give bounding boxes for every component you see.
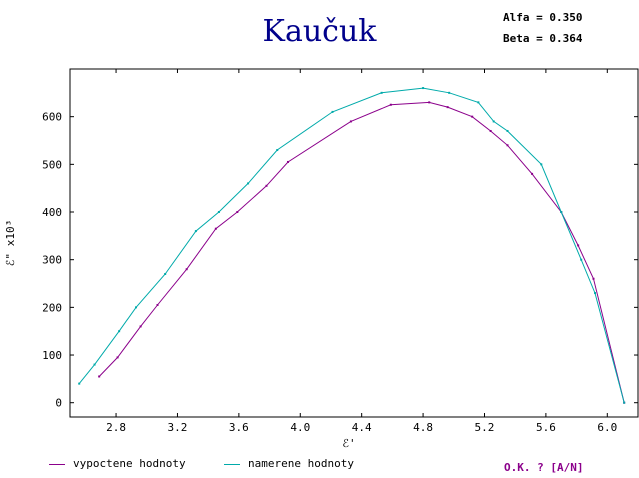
x-tick-label: 4.4 (352, 421, 372, 434)
data-point-calculated (471, 115, 474, 118)
data-point-measured (164, 272, 167, 275)
x-tick-label: 5.6 (536, 421, 556, 434)
data-point-calculated (489, 129, 492, 132)
data-point-measured (580, 258, 583, 261)
x-tick-label: 6.0 (597, 421, 617, 434)
series-line-measured (78, 87, 625, 403)
legend-label-measured: namerene hodnoty (248, 457, 354, 470)
x-tick-label: 5.2 (475, 421, 495, 434)
series-layer (78, 87, 626, 404)
x-axis-label: ℰ' (342, 437, 355, 450)
plot-frame (69, 68, 639, 418)
data-point-calculated (506, 144, 509, 147)
data-point-measured (194, 230, 197, 233)
legend-swatch-measured (224, 463, 240, 465)
data-point-measured (477, 101, 480, 104)
legend-item-calculated: vypoctene hodnoty (49, 457, 186, 470)
data-point-calculated (98, 375, 101, 378)
data-point-calculated (185, 268, 188, 271)
data-point-measured (93, 363, 96, 366)
x-tick-label: 3.2 (168, 421, 188, 434)
x-tick-label: 3.6 (229, 421, 249, 434)
data-point-measured (78, 382, 81, 385)
data-point-calculated (446, 106, 449, 109)
data-point-measured (492, 120, 495, 123)
beta-value: Beta = 0.364 (503, 32, 583, 45)
x-tick-label: 2.8 (106, 421, 126, 434)
y-axis: 0 100 200 300 400 500 600 (42, 111, 638, 410)
data-point-calculated (577, 244, 580, 247)
y-axis-label: ℰ" x10³ (4, 220, 17, 266)
legend-label-calculated: vypoctene hodnoty (73, 457, 186, 470)
data-point-measured (623, 401, 626, 404)
data-point-measured (540, 163, 543, 166)
data-point-measured (217, 211, 220, 214)
chart-title: Kaučuk (262, 14, 377, 49)
data-point-measured (506, 129, 509, 132)
y-tick-label: 300 (42, 254, 62, 267)
data-point-measured (448, 91, 451, 94)
y-tick-label: 200 (42, 301, 62, 314)
data-point-calculated (531, 172, 534, 175)
data-point-measured (422, 87, 425, 90)
confirm-prompt: O.K. ? [A/N] (504, 461, 584, 474)
data-point-calculated (139, 325, 142, 328)
data-point-calculated (592, 277, 595, 280)
data-point-measured (135, 306, 138, 309)
legend-item-measured: namerene hodnoty (224, 457, 354, 470)
data-point-calculated (389, 103, 392, 106)
y-tick-label: 100 (42, 349, 62, 362)
y-tick-label: 0 (55, 397, 62, 410)
data-point-calculated (286, 160, 289, 163)
data-point-calculated (265, 184, 268, 187)
series-line-calculated (98, 101, 625, 403)
y-tick-label: 600 (42, 111, 62, 124)
data-point-measured (380, 91, 383, 94)
data-point-calculated (349, 120, 352, 123)
legend-swatch-calculated (49, 463, 65, 465)
y-tick-label: 400 (42, 206, 62, 219)
data-point-measured (276, 149, 279, 152)
data-point-calculated (156, 303, 159, 306)
x-tick-label: 4.0 (290, 421, 310, 434)
data-point-measured (331, 110, 334, 113)
x-tick-label: 4.8 (413, 421, 433, 434)
y-tick-label: 500 (42, 158, 62, 171)
data-point-measured (247, 182, 250, 185)
data-point-measured (594, 292, 597, 295)
data-point-measured (560, 211, 563, 214)
data-point-calculated (214, 227, 217, 230)
data-point-measured (118, 330, 121, 333)
x-axis: 2.8 3.2 3.6 4.0 4.4 4.8 5.2 5.6 6.0 (106, 69, 617, 434)
data-point-calculated (428, 101, 431, 104)
data-point-calculated (236, 211, 239, 214)
data-point-calculated (116, 356, 119, 359)
alfa-value: Alfa = 0.350 (503, 11, 583, 24)
